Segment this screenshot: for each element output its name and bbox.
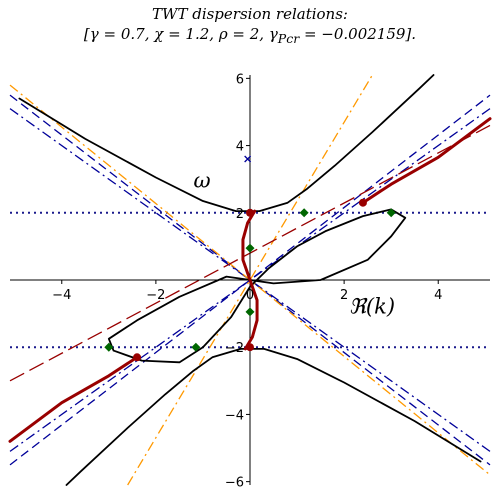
y-axis-label: ω bbox=[194, 169, 211, 193]
x-axis-label: ℜ(k) bbox=[349, 295, 395, 319]
marker-point-3 bbox=[133, 353, 142, 362]
y-tick-label: 2 bbox=[236, 207, 244, 222]
series bbox=[8, 74, 492, 486]
tick-labels: −4 −2 0 2 4 −6 −4 −2 2 4 6 bbox=[52, 72, 442, 490]
marker-point-4 bbox=[245, 243, 255, 253]
marker-point-5 bbox=[245, 307, 255, 317]
x-tick-label: −4 bbox=[52, 288, 71, 303]
x-tick-label: 0 bbox=[246, 288, 254, 303]
y-tick-label: 6 bbox=[236, 72, 244, 87]
markers bbox=[104, 155, 396, 362]
marker-point-2 bbox=[358, 198, 367, 207]
chart-title-block: TWT dispersion relations: [γ = 0.7, χ = … bbox=[0, 4, 500, 49]
series-curve-3 bbox=[8, 355, 139, 443]
y-tick-label: −2 bbox=[225, 341, 244, 356]
y-tick-label: −6 bbox=[225, 476, 244, 491]
y-tick-label: −4 bbox=[225, 408, 244, 423]
chart-title: TWT dispersion relations: bbox=[152, 5, 348, 23]
marker-point-9 bbox=[104, 342, 114, 352]
series-curve-4 bbox=[361, 117, 492, 205]
subtitle-tail: = −0.002159]. bbox=[299, 25, 417, 43]
series-curve-1 bbox=[65, 347, 482, 486]
x-tick-label: 4 bbox=[434, 288, 442, 303]
marker-point-6 bbox=[299, 208, 309, 218]
marker-point-10 bbox=[244, 155, 252, 163]
marker-point-1 bbox=[246, 343, 254, 352]
y-tick-label: 4 bbox=[236, 140, 244, 155]
subtitle-main: [γ = 0.7, χ = 1.2, ρ = 2, γ bbox=[83, 25, 278, 43]
series-curve-0 bbox=[18, 74, 435, 213]
x-tick-label: 2 bbox=[340, 288, 348, 303]
chart-subtitle: [γ = 0.7, χ = 1.2, ρ = 2, γPcr = −0.0021… bbox=[0, 24, 500, 49]
series-curve-5 bbox=[241, 209, 259, 351]
marker-point-8 bbox=[191, 342, 201, 352]
marker-point-7 bbox=[386, 208, 396, 218]
subtitle-subscript: Pcr bbox=[277, 31, 300, 46]
marker-point-0 bbox=[246, 208, 254, 217]
x-tick-label: −2 bbox=[146, 288, 165, 303]
